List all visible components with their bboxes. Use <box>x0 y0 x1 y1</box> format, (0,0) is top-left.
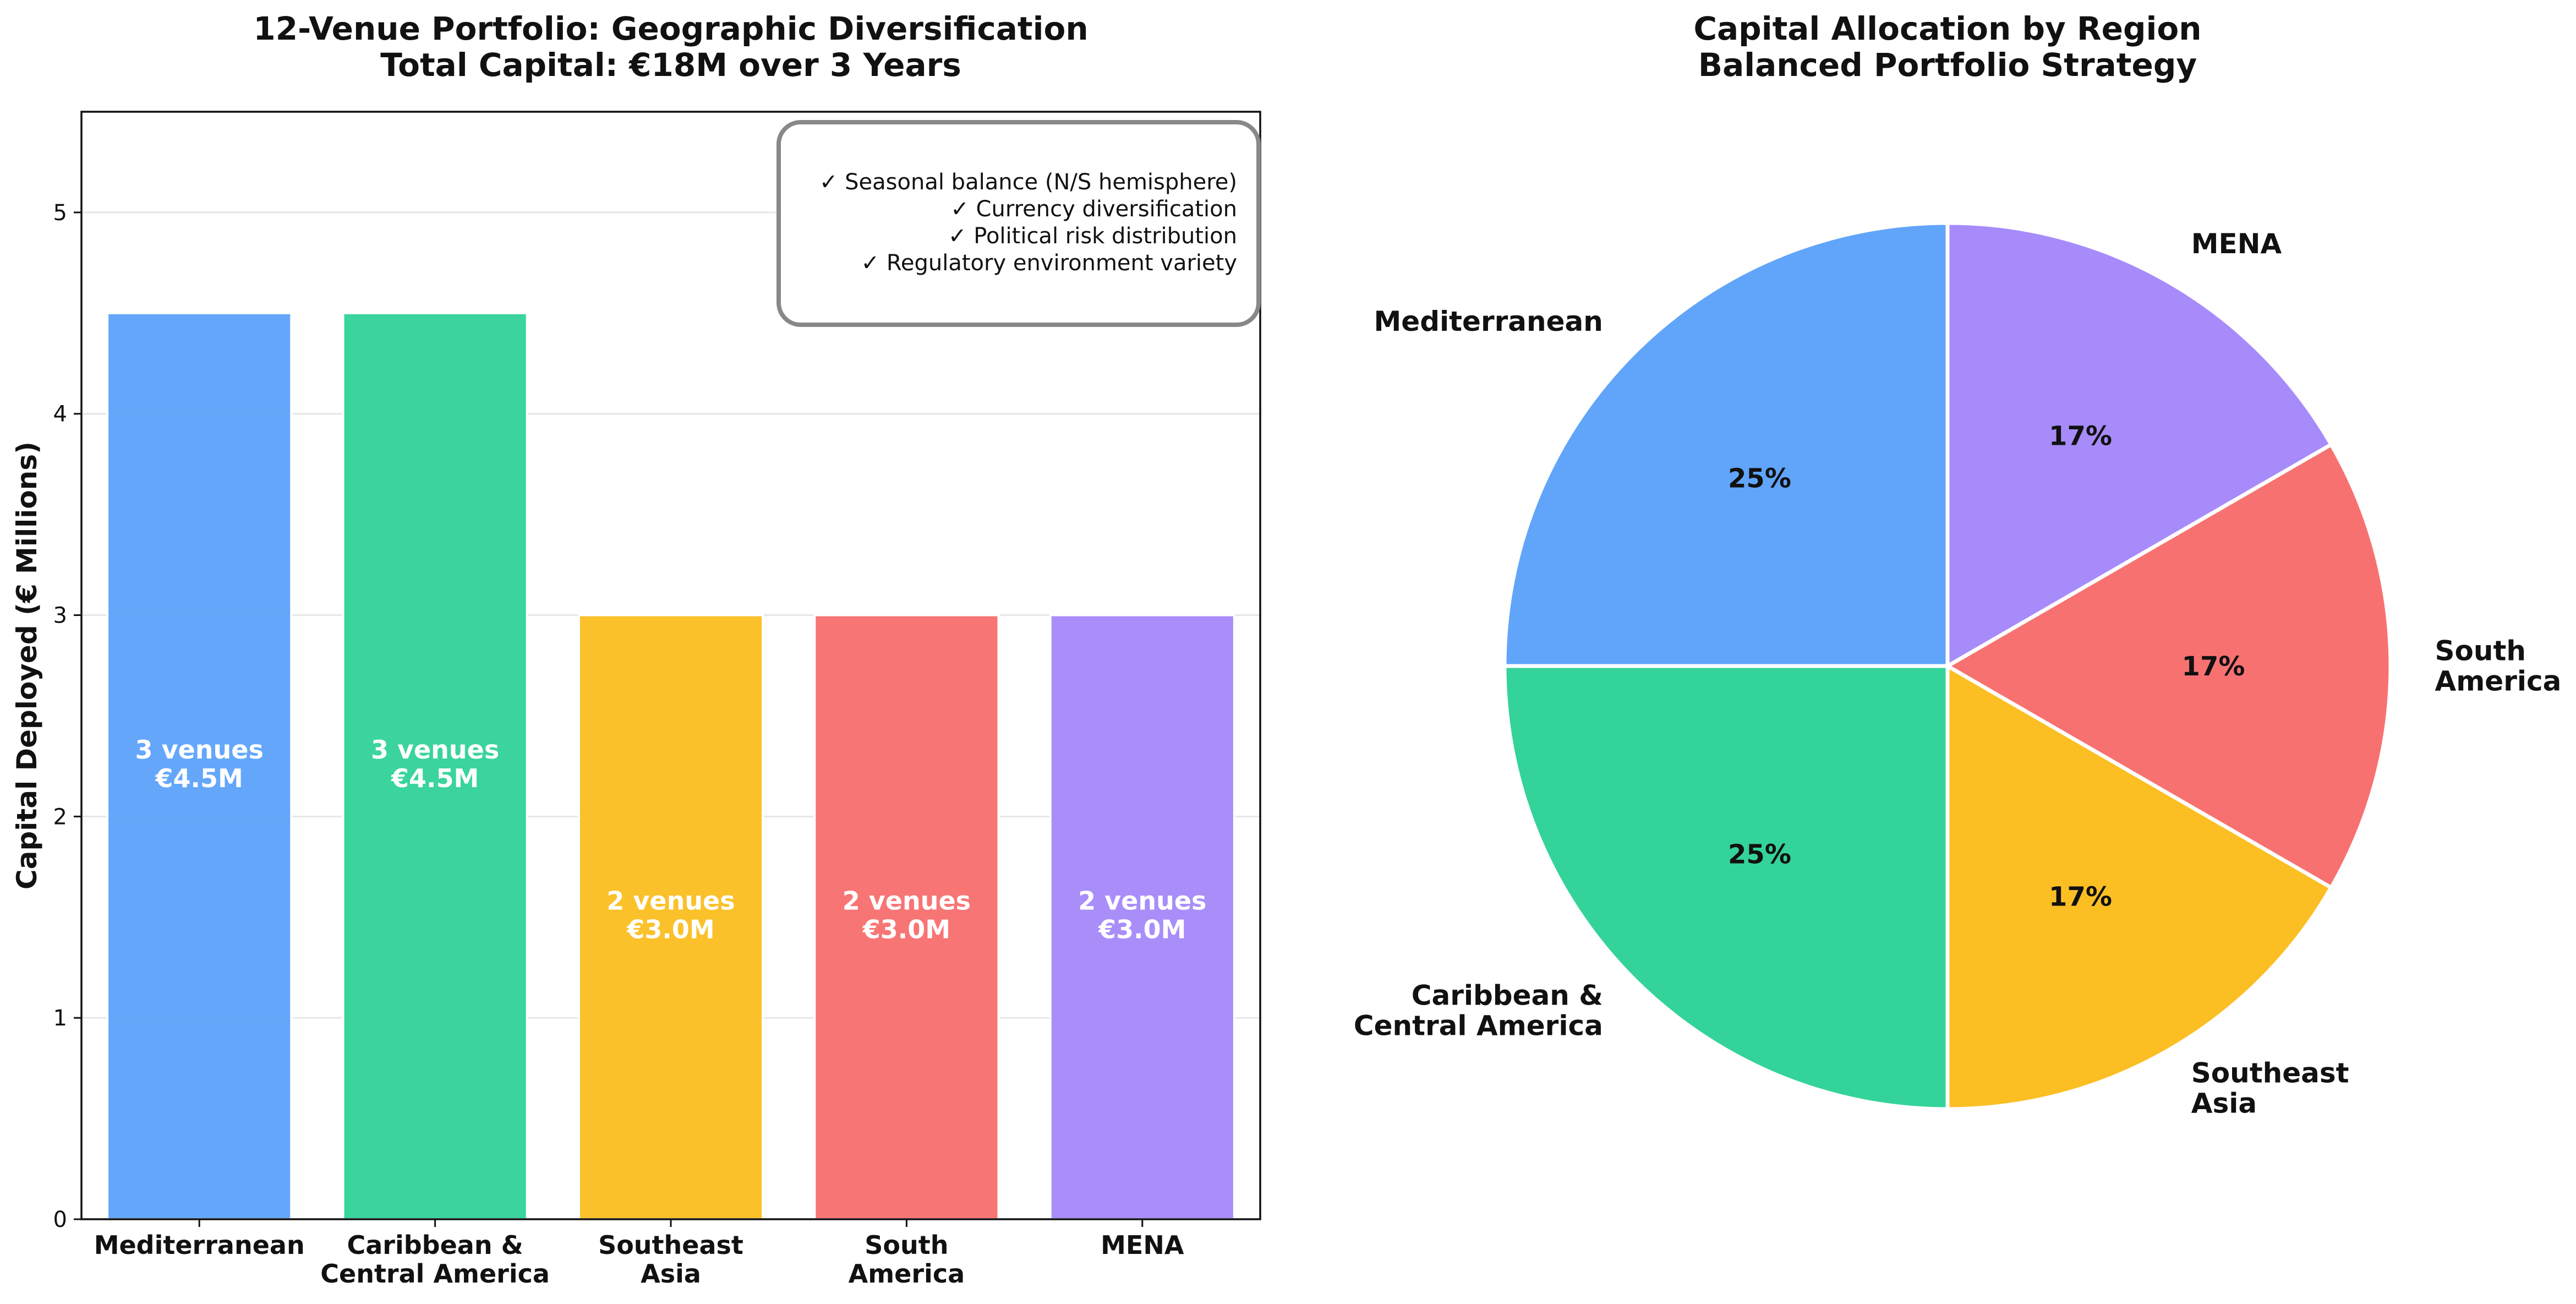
bar-value-label: 3 venues €4.5M <box>135 735 264 793</box>
pie-category-label: MENA <box>2191 228 2282 260</box>
pie-category-label: Caribbean & Central America <box>1354 980 1603 1042</box>
bar-2 <box>577 614 764 1220</box>
pie-slice-1 <box>1502 664 1950 1111</box>
x-tick-label: Southeast Asia <box>598 1230 743 1289</box>
pie-pct-label: 17% <box>2182 651 2245 682</box>
annotation-text-line: ✓ Seasonal balance (N/S hemisphere) <box>819 170 1237 195</box>
pie-slice-3 <box>1944 441 2393 891</box>
y-tick-label: 2 <box>53 804 67 830</box>
bar-value-label-line: €3.0M <box>862 914 950 944</box>
pie-category-label-line: America <box>2435 665 2562 697</box>
pie-category-label-line: Central America <box>1354 1010 1603 1042</box>
x-tick-label: MENA <box>1101 1230 1184 1260</box>
bar-value-label: 2 venues €3.0M <box>1078 886 1206 944</box>
bar-value-label: 2 venues €3.0M <box>606 886 735 944</box>
annotation-text-line: ✓ Currency diversification <box>950 197 1237 222</box>
y-axis-label: Capital Deployed (€ Millions) <box>11 441 43 890</box>
x-tick-label-line: Asia <box>641 1259 701 1289</box>
pie-slice-4 <box>1945 221 2334 670</box>
y-tick-label: 0 <box>53 1207 67 1232</box>
x-tick-label: South America <box>849 1230 965 1289</box>
bar-chart-title: 12-Venue Portfolio: Geographic Diversifi… <box>253 10 1088 84</box>
annotation-text-line: ✓ Political risk distribution <box>948 223 1237 249</box>
pie-category-label-line: South <box>2435 635 2526 667</box>
bar-value-label: 3 venues €4.5M <box>371 735 499 793</box>
pie-chart: Capital Allocation by Region Balanced Por… <box>1354 10 2561 1119</box>
x-tick-label-line: Central America <box>320 1259 550 1289</box>
pie-pct-label: 17% <box>2049 881 2112 912</box>
x-tick-label-line: Mediterranean <box>94 1230 305 1260</box>
x-tick-label-line: Southeast <box>598 1230 743 1260</box>
x-tick-label: Mediterranean <box>94 1230 305 1260</box>
y-tick-label: 1 <box>53 1006 67 1031</box>
annotation-text: ✓ Seasonal balance (N/S hemisphere) ✓ Cur… <box>819 170 1237 276</box>
pie-category-label-line: MENA <box>2191 228 2282 260</box>
y-tick-label: 5 <box>53 200 67 226</box>
bar-3 <box>813 614 1000 1220</box>
pie-category-label: Mediterranean <box>1374 305 1603 337</box>
pie-category-label-line: Caribbean & <box>1412 980 1603 1012</box>
pie-pct-label: 25% <box>1728 839 1791 870</box>
bar-0 <box>106 312 293 1220</box>
bar-value-label-line: €4.5M <box>155 763 243 793</box>
y-tick-label: 3 <box>53 603 67 629</box>
pie-pct-label: 17% <box>2049 421 2112 452</box>
pie-category-label-line: Asia <box>2191 1087 2257 1119</box>
bar-value-label-line: €3.0M <box>1098 914 1186 944</box>
bar-value-label-line: 2 venues <box>606 886 735 915</box>
bar-value-label-line: 3 venues <box>135 735 264 765</box>
bar-value-label: 2 venues €3.0M <box>843 886 971 944</box>
bar-value-label-line: 3 venues <box>371 735 499 765</box>
pie-category-label-line: Southeast <box>2191 1057 2349 1089</box>
bar-value-label-line: 2 venues <box>1078 886 1206 915</box>
x-tick-label-line: MENA <box>1101 1230 1184 1260</box>
pie-category-label: South America <box>2435 635 2562 697</box>
pie-pct-label: 25% <box>1728 463 1791 494</box>
plot-frame <box>80 111 1261 1220</box>
bar-value-label-line: €4.5M <box>391 763 479 793</box>
x-tick-label-line: Caribbean & <box>347 1230 523 1260</box>
x-tick-label-line: America <box>849 1259 965 1289</box>
bar-chart: 12-Venue Portfolio: Geographic Diversifi… <box>11 10 1261 1289</box>
bar-1 <box>342 312 528 1220</box>
pie-chart-title-line: Capital Allocation by Region <box>1693 10 2201 47</box>
bar-value-label-line: 2 venues <box>843 886 971 915</box>
y-tick-label: 4 <box>53 402 67 427</box>
x-tick-label-line: South <box>865 1230 948 1260</box>
pie-category-label: Southeast Asia <box>2191 1057 2349 1119</box>
pie-slice-0 <box>1502 221 1950 668</box>
bar-value-label-line: €3.0M <box>626 914 714 944</box>
bar-4 <box>1049 614 1235 1220</box>
pie-slice-2 <box>1945 662 2334 1111</box>
pie-chart-title-line: Balanced Portfolio Strategy <box>1698 46 2197 84</box>
pie-category-label-line: Mediterranean <box>1374 305 1603 337</box>
x-tick-label: Caribbean & Central America <box>320 1230 550 1289</box>
pie-chart-title: Capital Allocation by Region Balanced Por… <box>1693 10 2201 84</box>
bar-chart-title-line: Total Capital: €18M over 3 Years <box>380 46 961 84</box>
annotation-text-line: ✓ Regulatory environment variety <box>861 250 1237 276</box>
annotation-box <box>776 120 1261 327</box>
bar-chart-title-line: 12-Venue Portfolio: Geographic Diversifi… <box>253 10 1088 47</box>
